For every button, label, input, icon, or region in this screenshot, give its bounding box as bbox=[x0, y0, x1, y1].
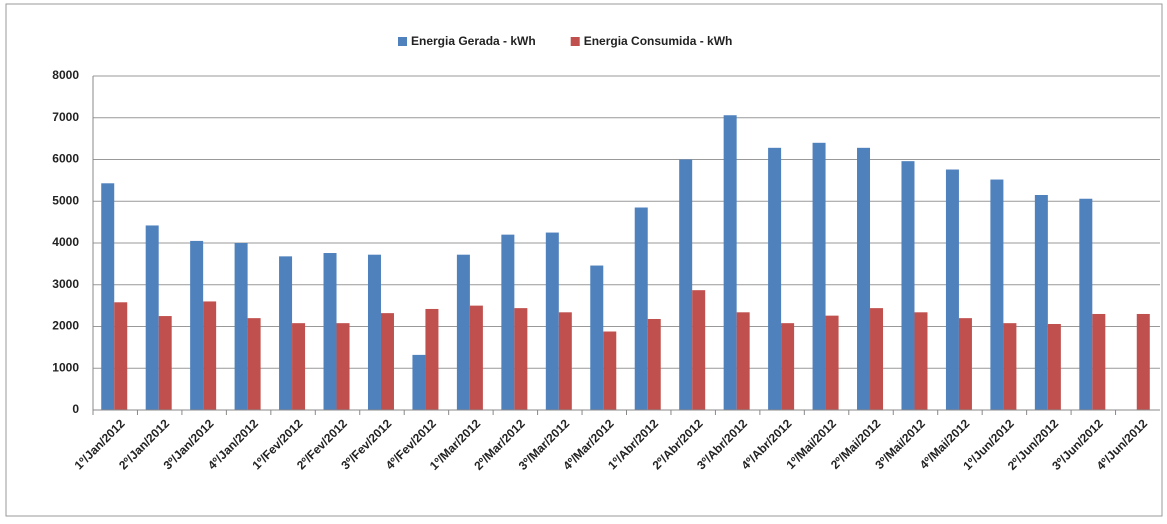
bar bbox=[781, 323, 795, 410]
y-tick-label: 3000 bbox=[52, 277, 79, 291]
y-tick-label: 5000 bbox=[52, 193, 79, 207]
bar bbox=[1034, 194, 1048, 410]
bar bbox=[190, 240, 204, 410]
y-tick-label: 1000 bbox=[52, 360, 79, 374]
bar bbox=[367, 254, 381, 410]
bar bbox=[412, 354, 426, 410]
bar bbox=[634, 207, 648, 410]
bar bbox=[145, 225, 159, 410]
y-tick-label: 7000 bbox=[52, 110, 79, 124]
bar bbox=[425, 308, 439, 410]
bar bbox=[736, 312, 750, 410]
legend-swatch bbox=[398, 37, 407, 46]
bar bbox=[590, 265, 604, 410]
bar bbox=[469, 305, 483, 410]
bar bbox=[1003, 323, 1017, 410]
bar bbox=[501, 234, 515, 410]
bar bbox=[812, 142, 826, 411]
bar bbox=[234, 243, 248, 410]
legend-label: Energia Consumida - kWh bbox=[584, 34, 733, 48]
bar bbox=[323, 253, 337, 410]
legend-label: Energia Gerada - kWh bbox=[411, 34, 536, 48]
bar bbox=[647, 318, 661, 410]
bar bbox=[723, 115, 737, 411]
bar bbox=[990, 179, 1004, 410]
bar bbox=[692, 290, 706, 410]
bar bbox=[247, 318, 261, 410]
bar bbox=[870, 308, 884, 410]
bar bbox=[958, 318, 972, 410]
bar bbox=[679, 159, 693, 410]
bar bbox=[1092, 313, 1106, 410]
bar bbox=[336, 323, 350, 410]
bar bbox=[1079, 198, 1093, 410]
bar bbox=[857, 147, 871, 410]
bar bbox=[603, 331, 617, 410]
bar bbox=[514, 308, 528, 410]
y-tick-label: 6000 bbox=[52, 152, 79, 166]
bar bbox=[558, 312, 572, 410]
bar bbox=[768, 147, 782, 410]
bar bbox=[158, 316, 172, 410]
bar bbox=[114, 302, 128, 410]
bar bbox=[456, 254, 470, 410]
bar bbox=[825, 315, 839, 410]
bar bbox=[901, 161, 915, 410]
bar bbox=[1047, 323, 1061, 410]
bar bbox=[279, 256, 293, 410]
bar bbox=[1136, 313, 1150, 410]
bar bbox=[101, 183, 115, 410]
legend-swatch bbox=[570, 37, 580, 46]
bar bbox=[545, 232, 559, 410]
bar bbox=[203, 301, 217, 410]
y-tick-label: 0 bbox=[72, 402, 79, 416]
bar bbox=[914, 312, 928, 410]
y-tick-label: 4000 bbox=[52, 235, 79, 249]
bar bbox=[292, 323, 306, 410]
y-tick-label: 8000 bbox=[52, 68, 79, 82]
bar bbox=[380, 313, 394, 410]
bar bbox=[945, 169, 959, 410]
y-tick-label: 2000 bbox=[52, 319, 79, 333]
